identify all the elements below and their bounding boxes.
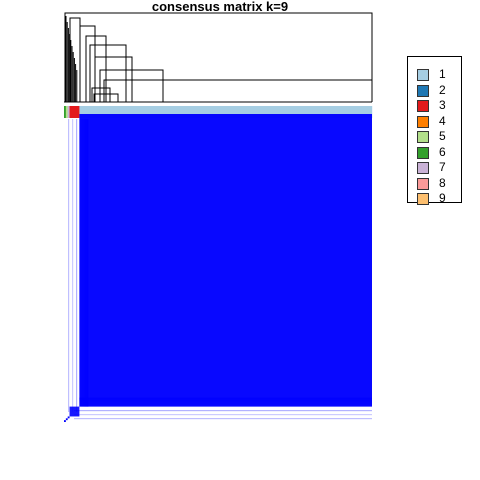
heatmap-edge-col-3 <box>83 119 86 407</box>
dendrogram-branch-7 <box>103 79 373 102</box>
legend-swatch-6 <box>417 146 429 159</box>
legend-label-7: 7 <box>439 160 446 174</box>
heatmap-stripe-col-2 <box>76 119 78 412</box>
annotation-segment-3 <box>69 106 80 118</box>
legend-label-6: 6 <box>439 144 446 159</box>
heatmap-edge-col-0 <box>79 119 81 407</box>
heatmap-edge-col-1 <box>80 119 83 407</box>
heatmap-edge-row-3 <box>79 400 373 403</box>
dendrogram-branch-3 <box>85 35 107 102</box>
legend-swatch-8 <box>417 177 429 190</box>
consensus-block-3 <box>69 406 80 417</box>
legend-swatch-7 <box>417 162 429 174</box>
legend-label-2: 2 <box>439 82 446 97</box>
legend-swatch-3 <box>417 100 429 112</box>
legend-swatch-5 <box>417 131 429 143</box>
heatmap-edge-row-4 <box>79 399 373 401</box>
legend-label-1: 1 <box>439 67 446 81</box>
legend-label-3: 3 <box>439 98 446 112</box>
legend-swatch-1 <box>417 69 429 81</box>
legend-label-9: 9 <box>439 191 446 205</box>
heatmap-stripe-row-0 <box>74 418 372 420</box>
annotation-segment-7 <box>67 106 70 118</box>
heatmap-edge-col-5 <box>86 119 89 407</box>
annotation-segment-6 <box>64 106 67 118</box>
consensus-block-6 <box>64 420 66 422</box>
heatmap-edge-row-0 <box>79 405 373 407</box>
heatmap-edge-row-1 <box>79 403 373 406</box>
heatmap-stripe-row-2 <box>74 410 372 412</box>
heatmap-stripe-col-1 <box>72 119 74 412</box>
dendrogram-branch-4 <box>89 44 127 102</box>
legend-swatch-4 <box>417 115 429 128</box>
dendrogram-branch-2 <box>79 25 96 102</box>
consensus-block-7 <box>67 416 70 419</box>
heatmap-stripe-col-0 <box>68 119 70 412</box>
dendrogram-branch-6 <box>99 69 164 102</box>
legend-label-8: 8 <box>439 175 446 190</box>
dendrogram-branch-9 <box>93 93 119 102</box>
consensus-block-1 <box>79 114 373 407</box>
annotation-segment-5 <box>65 106 68 118</box>
legend-label-4: 4 <box>439 113 446 128</box>
chart-title: consensus matrix k=9 <box>151 0 289 14</box>
legend-swatch-2 <box>417 84 429 97</box>
heatmap-stripe-row-1 <box>74 414 372 416</box>
heatmap-edge-col-2 <box>82 119 84 407</box>
consensus-block-5 <box>65 418 68 421</box>
legend-label-5: 5 <box>439 129 446 143</box>
heatmap-edge-row-5 <box>79 397 373 400</box>
dendrogram-branch-0 <box>64 12 373 102</box>
heatmap-edge-row-2 <box>79 402 373 404</box>
legend-swatch-9 <box>417 193 429 205</box>
heatmap-edge-col-4 <box>85 119 87 407</box>
dendrogram-branch-8 <box>91 87 111 102</box>
